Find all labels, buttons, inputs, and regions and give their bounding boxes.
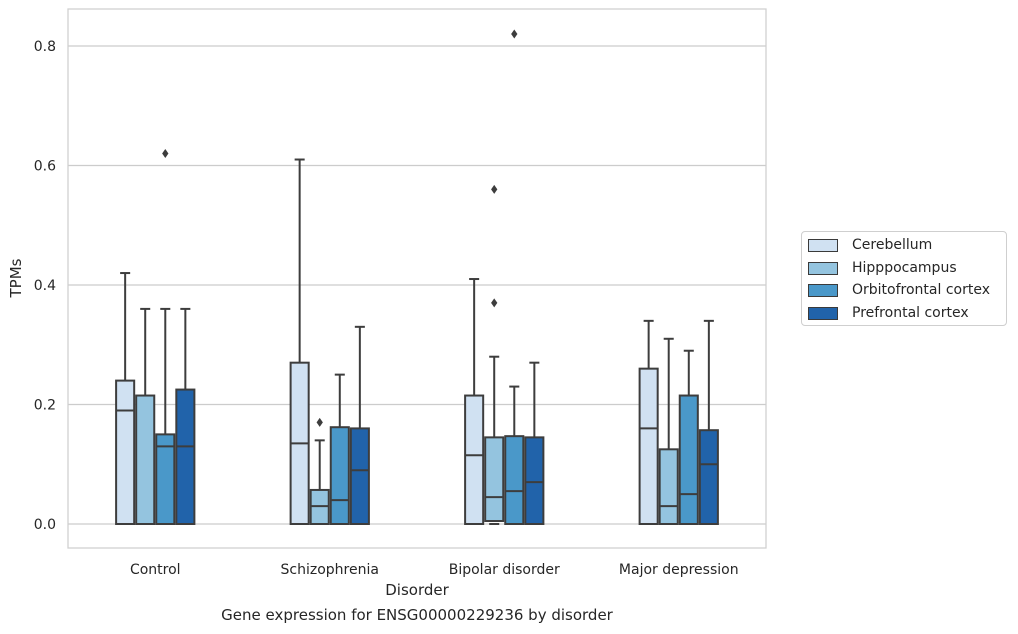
x-tick-label: Schizophrenia [281, 562, 379, 578]
x-tick-label: Major depression [619, 562, 739, 578]
box-rect [524, 436, 545, 525]
box-group [309, 417, 330, 526]
box-group [524, 361, 545, 525]
box-rect [678, 394, 699, 525]
box-group [638, 319, 659, 525]
legend-item-orbitofrontal: Orbitofrontal cortex [808, 280, 990, 300]
box-plot-marks [115, 29, 719, 526]
box-rect [349, 427, 370, 525]
box-rect [484, 436, 505, 523]
y-tick-label: 0.2 [34, 398, 56, 414]
legend-label-hippocampus: Hipppocampus [852, 260, 957, 276]
box-group [135, 307, 156, 525]
box-group [464, 278, 485, 525]
x-tick-labels: Control Schizophrenia Bipolar disorder Majo… [130, 562, 739, 578]
box-rect [115, 379, 136, 525]
y-tick-label: 0.6 [34, 159, 56, 175]
box-group [115, 272, 136, 525]
legend-swatch-cerebellum [808, 238, 838, 252]
legend-label-cerebellum: Cerebellum [852, 237, 933, 253]
outlier-point [162, 149, 169, 159]
box-rect [329, 426, 350, 525]
box-rect [504, 435, 525, 526]
box-group [175, 307, 196, 525]
box-rect [658, 448, 679, 525]
box-group [155, 149, 176, 525]
box-rect [698, 429, 719, 526]
box-group [678, 349, 699, 525]
legend-swatch-orbitofrontal [808, 283, 838, 297]
box-group [698, 319, 719, 526]
box-rect [464, 394, 485, 525]
box-group [289, 158, 310, 525]
box-group [484, 184, 505, 525]
y-axis-title: TPMs [7, 258, 25, 298]
box-group [329, 373, 350, 525]
box-rect [638, 367, 659, 525]
legend: Cerebellum Hipppocampus Orbitofrontal co… [801, 231, 1007, 326]
box-group [658, 337, 679, 525]
legend-swatch-hippocampus [808, 261, 838, 275]
outlier-point [491, 298, 498, 308]
legend-label-orbitofrontal: Orbitofrontal cortex [852, 282, 990, 298]
legend-item-hippocampus: Hipppocampus [808, 258, 957, 278]
legend-swatch-prefrontal [808, 306, 838, 320]
x-tick-label: Control [130, 562, 181, 578]
y-tick-label: 0.8 [34, 39, 56, 55]
outlier-point [316, 417, 323, 427]
legend-item-prefrontal: Prefrontal cortex [808, 303, 969, 323]
outlier-point [491, 184, 498, 194]
box-group [504, 29, 525, 526]
x-tick-label: Bipolar disorder [449, 562, 560, 578]
plot-frame [67, 8, 767, 549]
box-rect [175, 388, 196, 525]
legend-item-cerebellum: Cerebellum [808, 235, 932, 255]
box-rect [135, 394, 156, 525]
figure-caption: Gene expression for ENSG00000229236 by d… [221, 606, 613, 624]
box-group [349, 325, 370, 525]
y-tick-label: 0.0 [34, 517, 56, 533]
box-rect [155, 433, 176, 525]
y-tick-label: 0.4 [34, 278, 56, 294]
x-axis-title: Disorder [385, 581, 449, 599]
outlier-point [511, 29, 518, 39]
y-tick-labels: 0.0 0.2 0.4 0.6 0.8 [34, 39, 56, 533]
legend-label-prefrontal: Prefrontal cortex [852, 305, 969, 321]
